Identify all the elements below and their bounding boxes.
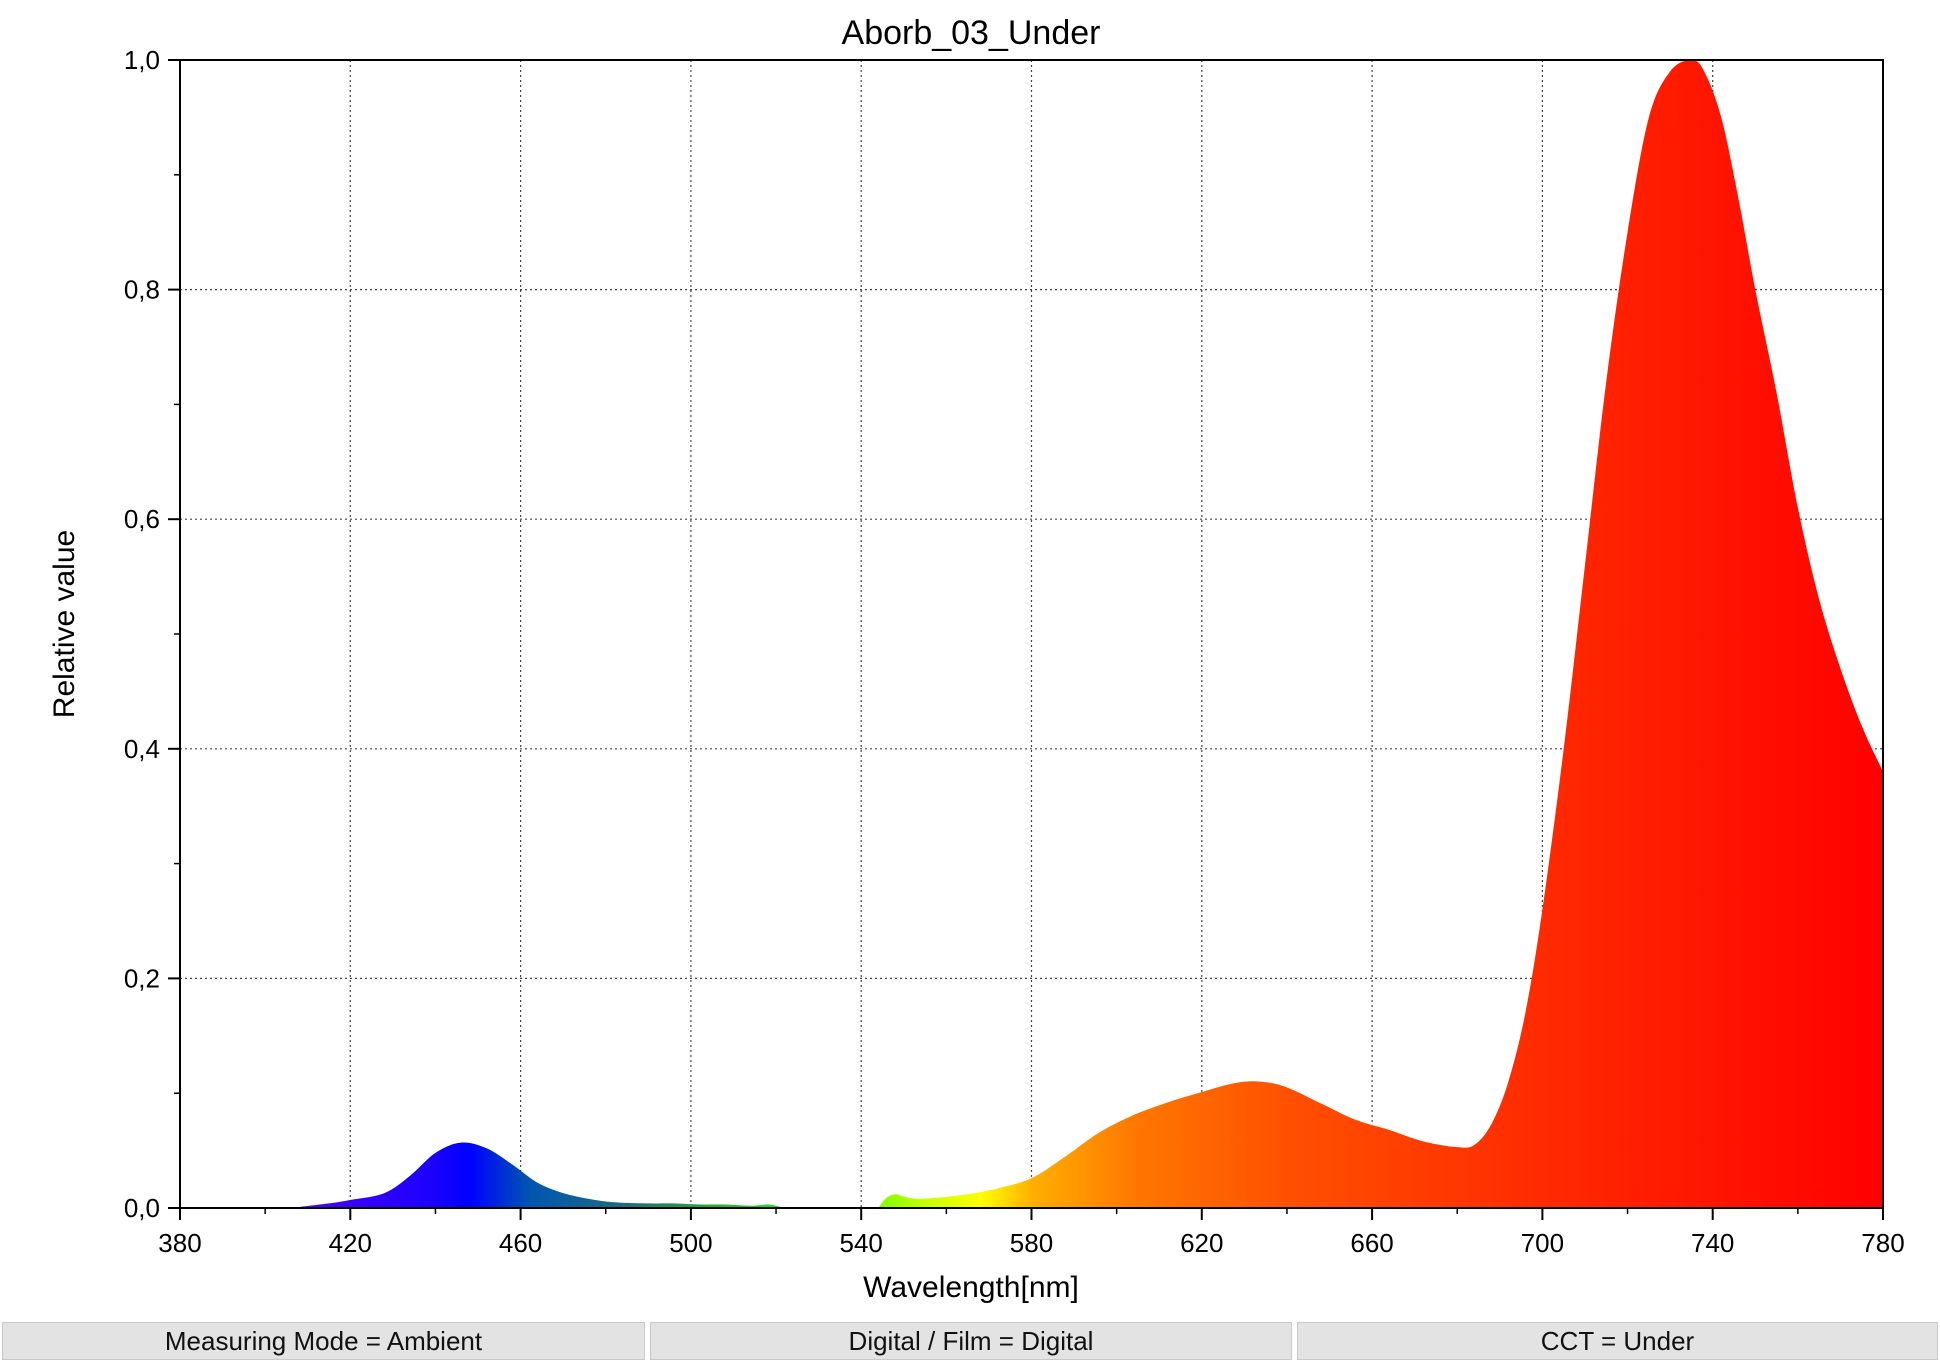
status-measuring-mode-label: Measuring Mode = Ambient — [164, 1325, 483, 1356]
x-tick-label: 380 — [158, 1228, 201, 1258]
x-tick-label: 580 — [1010, 1228, 1053, 1258]
x-axis-label: Wavelength[nm] — [863, 1271, 1079, 1304]
x-axis: 380 420 460 500 540 580 620 660 700 740 780 — [158, 1208, 1905, 1258]
x-tick-label: 500 — [669, 1228, 712, 1258]
x-tick-label: 780 — [1861, 1228, 1904, 1258]
chart-title: Aborb_03_Under — [842, 14, 1101, 52]
y-axis-label: Relative value — [48, 530, 81, 718]
status-digital-film-label: Digital / Film = Digital — [848, 1325, 1094, 1356]
status-bar: Measuring Mode = Ambient Digital / Film … — [0, 1320, 1940, 1366]
y-tick-label: 0,4 — [124, 734, 160, 764]
y-tick-label: 0,0 — [124, 1193, 160, 1223]
x-tick-label: 540 — [840, 1228, 883, 1258]
y-axis: 0,0 0,2 0,4 0,6 0,8 1,0 — [124, 45, 180, 1223]
status-cct-label: CCT = Under — [1540, 1325, 1695, 1356]
x-tick-label: 740 — [1691, 1228, 1734, 1258]
y-tick-label: 0,6 — [124, 504, 160, 534]
y-tick-label: 0,8 — [124, 275, 160, 305]
x-tick-label: 420 — [329, 1228, 372, 1258]
spectrum-areas — [290, 60, 1883, 1208]
x-tick-label: 620 — [1180, 1228, 1223, 1258]
spectrum-area-1 — [290, 1142, 785, 1208]
x-tick-label: 700 — [1521, 1228, 1564, 1258]
status-digital-film[interactable]: Digital / Film = Digital — [650, 1322, 1292, 1360]
y-tick-label: 0,2 — [124, 963, 160, 993]
x-tick-label: 460 — [499, 1228, 542, 1258]
status-cct[interactable]: CCT = Under — [1297, 1322, 1938, 1360]
y-tick-label: 1,0 — [124, 45, 160, 75]
spectrum-chart: Aborb_03_Under 380 420 460 500 540 580 620 660 7… — [48, 14, 1905, 1304]
x-tick-label: 660 — [1350, 1228, 1393, 1258]
status-measuring-mode[interactable]: Measuring Mode = Ambient — [2, 1322, 645, 1360]
spectrum-area-2 — [878, 60, 1883, 1208]
